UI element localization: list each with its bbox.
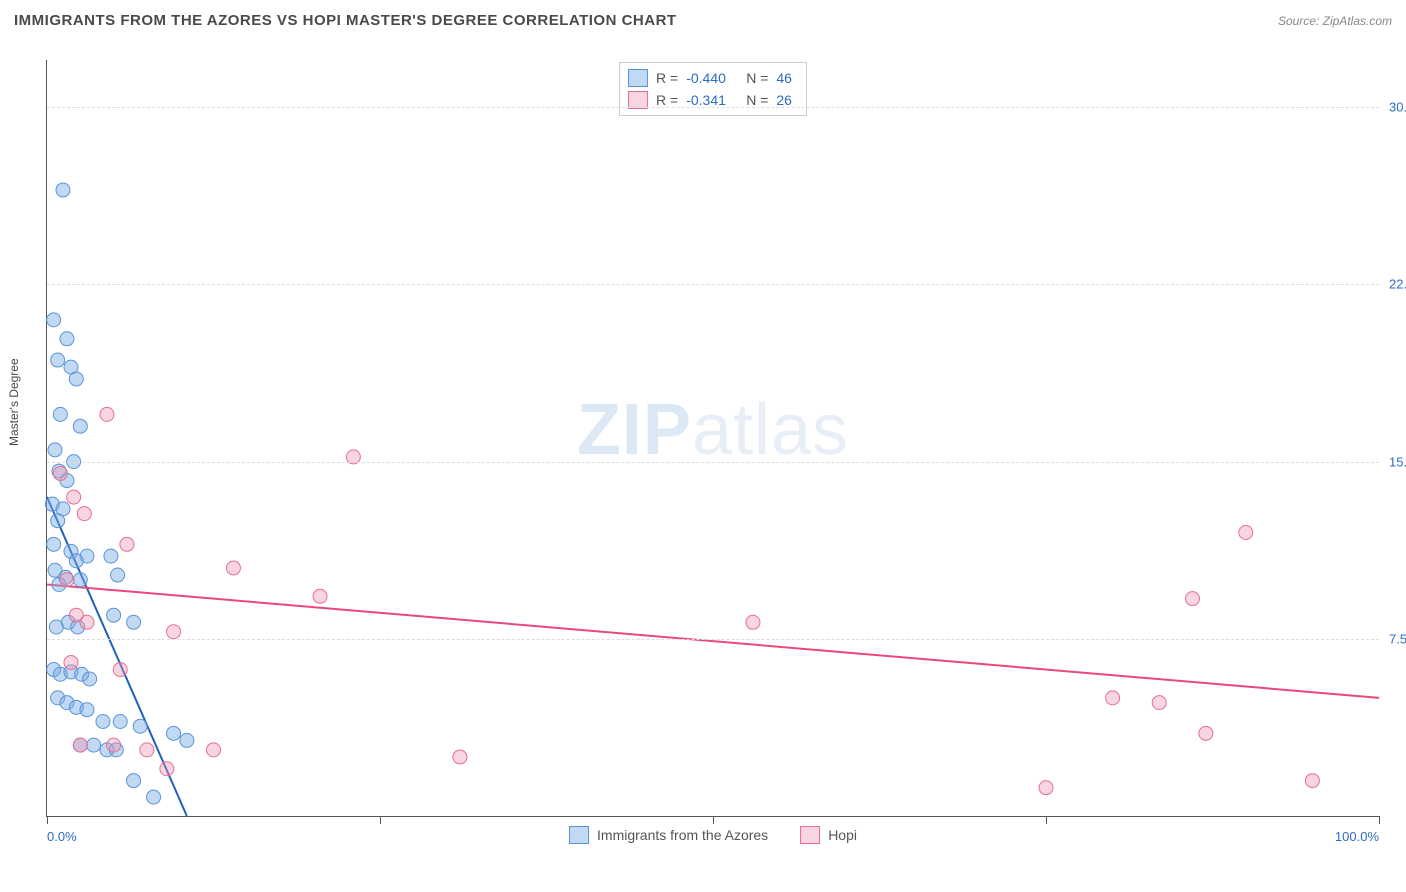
data-point-azores: [87, 738, 101, 752]
data-point-azores: [73, 419, 87, 433]
y-axis-label: Master's Degree: [7, 358, 21, 446]
data-point-hopi: [1186, 592, 1200, 606]
trend-line-hopi: [47, 584, 1379, 697]
data-point-hopi: [226, 561, 240, 575]
scatter-chart: ZIPatlas R = -0.440 N = 46 R = -0.341 N …: [46, 60, 1379, 817]
data-point-azores: [80, 703, 94, 717]
data-point-azores: [111, 568, 125, 582]
data-point-hopi: [207, 743, 221, 757]
gridline-h: [47, 284, 1379, 285]
data-point-hopi: [53, 466, 67, 480]
data-point-hopi: [67, 490, 81, 504]
y-tick-label: 7.5%: [1389, 631, 1406, 646]
data-point-azores: [47, 537, 61, 551]
y-tick-label: 15.0%: [1389, 454, 1406, 469]
data-point-azores: [127, 615, 141, 629]
source-prefix: Source:: [1278, 14, 1323, 28]
chart-title: IMMIGRANTS FROM THE AZORES VS HOPI MASTE…: [14, 12, 677, 29]
data-point-hopi: [167, 625, 181, 639]
y-tick-label: 30.0%: [1389, 100, 1406, 115]
data-point-azores: [147, 790, 161, 804]
data-point-hopi: [1106, 691, 1120, 705]
gridline-h: [47, 462, 1379, 463]
data-point-azores: [56, 183, 70, 197]
data-point-azores: [51, 514, 65, 528]
data-point-hopi: [77, 507, 91, 521]
x-tick-label: 0.0%: [47, 829, 77, 844]
data-point-azores: [69, 554, 83, 568]
data-point-azores: [83, 672, 97, 686]
data-point-azores: [47, 313, 61, 327]
data-point-azores: [167, 726, 181, 740]
x-tick: [380, 816, 381, 824]
data-point-azores: [113, 715, 127, 729]
data-point-hopi: [60, 573, 74, 587]
legend-item-hopi: Hopi: [800, 826, 857, 844]
data-point-hopi: [80, 615, 94, 629]
data-point-hopi: [1152, 696, 1166, 710]
data-point-azores: [96, 715, 110, 729]
x-tick: [1046, 816, 1047, 824]
series-label-azores: Immigrants from the Azores: [597, 827, 768, 843]
y-tick-label: 22.5%: [1389, 277, 1406, 292]
data-point-hopi: [140, 743, 154, 757]
data-point-hopi: [73, 738, 87, 752]
data-point-azores: [127, 774, 141, 788]
series-label-hopi: Hopi: [828, 827, 857, 843]
source-attribution: Source: ZipAtlas.com: [1278, 14, 1392, 28]
gridline-h: [47, 107, 1379, 108]
source-name: ZipAtlas.com: [1323, 14, 1392, 28]
x-tick: [713, 816, 714, 824]
data-point-hopi: [1305, 774, 1319, 788]
swatch-hopi-icon: [800, 826, 820, 844]
data-point-azores: [107, 608, 121, 622]
data-point-azores: [60, 332, 74, 346]
data-point-hopi: [453, 750, 467, 764]
data-point-hopi: [313, 589, 327, 603]
data-point-hopi: [1239, 526, 1253, 540]
chart-header: IMMIGRANTS FROM THE AZORES VS HOPI MASTE…: [14, 12, 1392, 29]
data-point-hopi: [1039, 781, 1053, 795]
data-point-azores: [180, 733, 194, 747]
data-point-azores: [69, 372, 83, 386]
data-point-azores: [133, 719, 147, 733]
data-point-azores: [53, 407, 67, 421]
data-point-hopi: [100, 407, 114, 421]
data-point-hopi: [746, 615, 760, 629]
data-point-azores: [104, 549, 118, 563]
data-point-hopi: [1199, 726, 1213, 740]
data-point-hopi: [64, 655, 78, 669]
data-point-hopi: [120, 537, 134, 551]
x-tick: [1379, 816, 1380, 824]
gridline-h: [47, 639, 1379, 640]
series-legend: Immigrants from the Azores Hopi: [569, 826, 857, 844]
data-point-azores: [73, 573, 87, 587]
x-tick: [47, 816, 48, 824]
data-point-hopi: [160, 762, 174, 776]
legend-item-azores: Immigrants from the Azores: [569, 826, 768, 844]
x-tick-label: 100.0%: [1335, 829, 1379, 844]
data-point-azores: [48, 443, 62, 457]
data-point-hopi: [107, 738, 121, 752]
plot-svg: [47, 60, 1379, 816]
data-point-hopi: [113, 663, 127, 677]
data-point-azores: [51, 353, 65, 367]
swatch-azores-icon: [569, 826, 589, 844]
